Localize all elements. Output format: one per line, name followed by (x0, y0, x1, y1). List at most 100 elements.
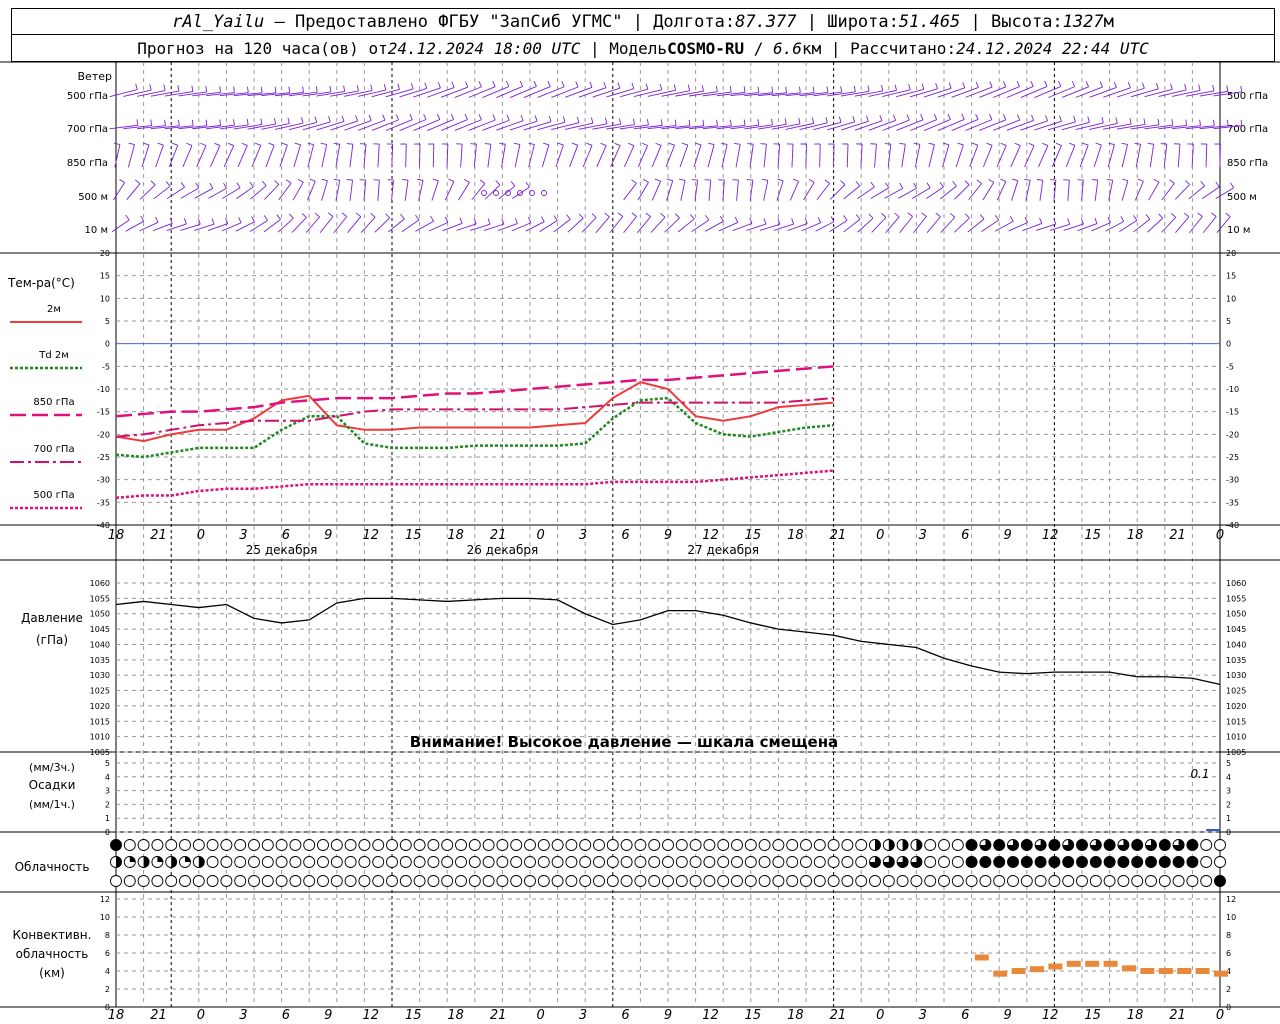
wind-barb (708, 180, 712, 201)
wind-barb-feather (962, 82, 966, 88)
wind-barb-feather (1170, 83, 1173, 90)
cloud-symbol (386, 875, 398, 887)
wind-barb (468, 86, 496, 98)
hour-label: 15 (405, 528, 422, 543)
wind-barb-feather (646, 119, 649, 126)
wind-barb (1202, 216, 1217, 234)
wind-barb (1034, 86, 1062, 98)
wind-barb-feather (1108, 142, 1115, 146)
wind-barb (923, 87, 952, 98)
wind-barb-feather (617, 212, 624, 217)
wind-barb-feather (1036, 179, 1043, 181)
wind-barb (1174, 184, 1191, 200)
wind-barb-feather (701, 85, 704, 92)
cloud-symbol (841, 875, 854, 887)
wind-barb (501, 144, 506, 168)
wind-barb-feather (249, 181, 254, 188)
wind-barb (829, 184, 846, 200)
cloud-symbol (317, 839, 329, 851)
wind-barb (1049, 223, 1070, 231)
cloud-symbol (510, 875, 523, 887)
wind-barb-feather (150, 180, 156, 186)
cloud-fill (1090, 839, 1102, 851)
cloud-symbol (1200, 856, 1213, 868)
wind-barb (223, 145, 235, 168)
wind-barb-feather (557, 142, 564, 146)
cloud-symbol (938, 875, 950, 887)
wind-barb (803, 182, 815, 201)
cloud-symbol (496, 875, 509, 887)
conv-bar (1158, 968, 1173, 974)
wind-barb-feather (921, 212, 927, 217)
wind-barb (1144, 124, 1173, 130)
wind-barb (377, 180, 380, 201)
info-sep-2: | (821, 38, 851, 58)
hour-label-bottom: 15 (405, 1008, 422, 1023)
precip-label-1h: (мм/1ч.) (29, 798, 75, 811)
cloud-symbol (593, 875, 605, 887)
wind-barb-feather (135, 83, 138, 90)
wind-barb (482, 119, 510, 131)
wind-barb (363, 144, 367, 168)
cloud-fill (110, 839, 122, 851)
cloud-symbol (703, 856, 716, 868)
wind-barb (483, 223, 504, 231)
pressure-tick-left: 1010 (90, 733, 110, 742)
wind-barb-feather (370, 84, 373, 91)
cloud-fill (993, 839, 1005, 851)
cloud-symbol (413, 839, 426, 851)
wind-barb-feather (631, 82, 635, 89)
wind-barb (965, 119, 993, 131)
wind-barb (939, 185, 957, 200)
temp-tick-right: 20 (1226, 249, 1236, 258)
cloud-symbol (800, 839, 812, 851)
wind-barb-feather (631, 179, 637, 184)
wind-barb-feather (893, 114, 897, 121)
wind-barb-feather (792, 178, 799, 182)
hour-label-bottom: 15 (1084, 1008, 1101, 1023)
wind-barb-feather (729, 86, 732, 93)
wind-barb (688, 125, 718, 130)
wind-barb-feather (273, 118, 277, 125)
wind-barb-feather (263, 215, 268, 221)
cloud-symbol (427, 856, 440, 868)
cloud-fill (966, 839, 978, 851)
wind-barb (358, 119, 386, 131)
wind-barb-feather (771, 86, 774, 93)
wind-barb (427, 87, 455, 98)
wind-barb-feather (341, 115, 345, 122)
wind-barb (385, 88, 414, 98)
wind-barb (1177, 144, 1181, 168)
wind-barb (827, 91, 856, 97)
cloud-symbol (358, 856, 371, 868)
wind-barb (1089, 122, 1118, 130)
cloud-fill (1159, 856, 1171, 868)
cloud-symbol (317, 875, 329, 887)
wind-barb-feather (855, 181, 861, 187)
cloud-symbol (427, 875, 440, 887)
wind-barb-feather (368, 114, 372, 121)
wind-barb (650, 216, 666, 233)
cloud-symbol (855, 856, 868, 868)
wind-barb-feather (1059, 115, 1062, 122)
wind-barb-feather (1153, 178, 1160, 183)
wind-barb (153, 185, 171, 200)
conv-tick-right: 2 (1226, 985, 1231, 994)
wind-barb-feather (894, 212, 900, 218)
cloud-symbol (882, 875, 895, 887)
cloud-fill (916, 839, 922, 851)
wind-barb (413, 87, 441, 98)
wind-barb-feather (1158, 213, 1164, 219)
wind-barb-feather (125, 214, 130, 221)
wind-barb (691, 219, 710, 233)
wind-barb-feather (1200, 180, 1206, 187)
wind-barb (1022, 223, 1042, 232)
wind-barb (166, 223, 187, 231)
cloud-symbol (441, 856, 454, 868)
info-sep-1: | (580, 38, 610, 58)
wind-barb (377, 144, 380, 168)
cloud-symbol (965, 875, 978, 887)
conv-bar (1122, 965, 1136, 972)
cloud-title: Облачность (15, 860, 90, 874)
calm-marker (529, 190, 535, 196)
